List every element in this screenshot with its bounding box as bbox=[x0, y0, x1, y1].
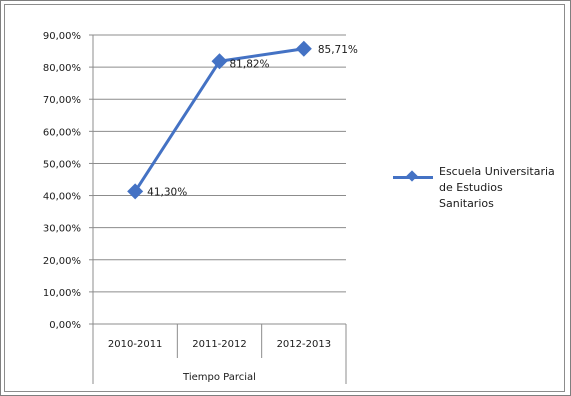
chart-inner-frame bbox=[4, 4, 565, 392]
y-tick-label: 80,00% bbox=[43, 63, 81, 74]
y-tick-label: 10,00% bbox=[43, 288, 81, 299]
y-tick-label: 90,00% bbox=[43, 31, 81, 42]
legend-series-name: Escuela Universitaria de Estudios Sanita… bbox=[439, 165, 555, 210]
y-tick-label: 20,00% bbox=[43, 256, 81, 267]
x-axis-group-label: Tiempo Parcial bbox=[182, 372, 256, 383]
legend: Escuela Universitaria de Estudios Sanita… bbox=[393, 164, 563, 244]
data-point-marker bbox=[127, 183, 144, 200]
y-tick-label: 40,00% bbox=[43, 192, 81, 203]
data-label: 81,82% bbox=[230, 58, 270, 70]
y-axis-ticks: 0,00% 10,00% 20,00% 30,00% 40,00% 50,00% 60,00… bbox=[43, 31, 81, 331]
data-label: 41,30% bbox=[147, 186, 187, 198]
data-point-marker bbox=[211, 53, 228, 70]
series-group bbox=[127, 40, 312, 200]
y-tick-label: 60,00% bbox=[43, 127, 81, 138]
gridlines bbox=[89, 34, 346, 325]
x-tick-label: 2012-2013 bbox=[277, 339, 332, 350]
axes bbox=[92, 35, 347, 384]
series-line bbox=[133, 47, 305, 193]
data-point-marker bbox=[295, 40, 312, 57]
data-labels: 41,30% 81,82% 85,71% bbox=[147, 44, 358, 199]
data-label: 85,71% bbox=[318, 44, 358, 56]
y-tick-label: 30,00% bbox=[43, 224, 81, 235]
x-tick-label: 2011-2012 bbox=[192, 339, 247, 350]
y-tick-label: 0,00% bbox=[49, 320, 81, 331]
x-tick-label: 2010-2011 bbox=[108, 339, 163, 350]
y-tick-label: 70,00% bbox=[43, 95, 81, 106]
legend-marker-swatch bbox=[406, 170, 418, 182]
x-axis-categories: 2010-2011 2011-2012 2012-2013 bbox=[108, 339, 331, 350]
y-tick-label: 50,00% bbox=[43, 159, 81, 170]
